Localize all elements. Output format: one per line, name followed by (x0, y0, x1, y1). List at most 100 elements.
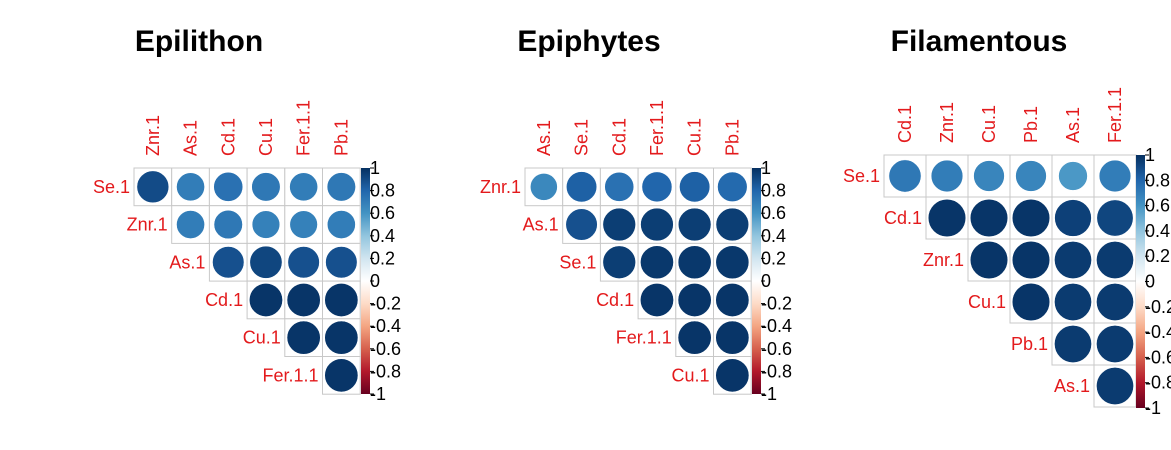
correlation-circle (326, 172, 356, 202)
column-label: Fer.1.1 (1105, 87, 1125, 143)
row-label: As.1 (523, 215, 559, 235)
correlation-circle (325, 246, 358, 279)
correlation-circle (640, 245, 674, 280)
colorbar-tick-label: -0.8 (1145, 373, 1171, 393)
colorbar (1136, 155, 1145, 408)
correlation-circle (1096, 283, 1134, 321)
column-label: Pb.1 (1021, 106, 1041, 143)
correlation-circle (251, 172, 281, 202)
correlation-circle (1054, 325, 1092, 363)
row-label: Fer.1.1 (616, 328, 672, 348)
column-label: Znr.1 (143, 115, 163, 156)
row-label: As.1 (169, 252, 205, 272)
correlation-circle (212, 246, 245, 279)
correlation-circle (973, 160, 1005, 192)
column-label: Cu.1 (256, 118, 276, 156)
correlation-circle (565, 208, 598, 241)
colorbar-tick-label: -0.2 (761, 294, 792, 314)
correlation-circle (324, 282, 359, 317)
colorbar-tick-label: -0.4 (761, 316, 792, 336)
correlation-circle (602, 245, 636, 279)
row-label: Cd.1 (205, 290, 243, 310)
colorbar-tick-label: 0.6 (370, 203, 395, 223)
correlation-circle (213, 209, 243, 240)
colorbar-tick-label: -1 (1145, 398, 1161, 418)
row-label: Znr.1 (480, 177, 521, 197)
correlation-circle (927, 198, 967, 238)
column-label: Cd.1 (895, 105, 915, 143)
row-label: Cd.1 (884, 208, 922, 228)
column-label: Fer.1.1 (647, 100, 667, 156)
correlation-circle (287, 246, 320, 279)
correlation-circle (176, 172, 205, 202)
correlation-circle (326, 210, 356, 239)
column-label: Cd.1 (218, 118, 238, 156)
correlation-circle (176, 210, 205, 239)
correlation-circle (1011, 282, 1051, 322)
correlation-circle (289, 172, 319, 202)
row-label: Se.1 (843, 166, 880, 186)
colorbar-tick-label: -0.2 (370, 294, 401, 314)
correlation-circle (715, 207, 750, 242)
column-label: Cu.1 (685, 118, 705, 156)
colorbar-tick-label: 0.6 (1145, 196, 1170, 216)
colorbar (361, 168, 370, 394)
column-label: Fer.1.1 (294, 100, 314, 156)
column-label: As.1 (534, 120, 554, 156)
colorbar-tick-label: -0.8 (761, 361, 792, 381)
row-label: Cu.1 (671, 365, 709, 385)
correlation-circle (677, 320, 712, 355)
row-label: Se.1 (93, 177, 130, 197)
column-label: Se.1 (572, 119, 592, 156)
colorbar-tick-label: 0.2 (1145, 246, 1170, 266)
colorbar-tick-label: 0 (1145, 272, 1155, 292)
colorbar-tick-label: 0.2 (761, 248, 786, 268)
row-label: Fer.1.1 (262, 365, 318, 385)
correlation-circle (1011, 198, 1051, 238)
colorbar-tick-label: -0.4 (1145, 322, 1171, 342)
correlation-circle (249, 245, 283, 279)
column-label: Cu.1 (979, 105, 999, 143)
correlation-circle (248, 282, 283, 317)
colorbar-tick-label: 0 (761, 271, 771, 291)
correlation-circle (715, 320, 750, 355)
colorbar-tick-label: 0.4 (370, 226, 395, 246)
colorbar-tick-label: 1 (761, 158, 771, 178)
correlation-circle (286, 282, 321, 317)
colorbar-tick-label: -1 (370, 384, 386, 404)
column-label: As.1 (181, 120, 201, 156)
correlation-circle (565, 171, 598, 203)
correlation-circle (136, 170, 170, 204)
correlation-circle (888, 159, 922, 193)
correlation-circle (1096, 241, 1134, 279)
colorbar-tick-label: -0.2 (1145, 297, 1171, 317)
correlation-circle (969, 240, 1009, 280)
colorbar-tick-label: -1 (761, 384, 777, 404)
colorbar-tick-label: 0.8 (761, 181, 786, 201)
correlation-circle (640, 207, 674, 242)
colorbar-tick-label: 0.4 (761, 226, 786, 246)
correlation-circle (1054, 241, 1092, 279)
correlation-circle (286, 320, 321, 355)
row-label: Znr.1 (923, 250, 964, 270)
correlation-circle (715, 282, 750, 317)
correlation-circle (213, 171, 244, 202)
colorbar-tick-label: -0.8 (370, 361, 401, 381)
row-label: Se.1 (559, 252, 596, 272)
correlation-circle (717, 171, 748, 203)
correlation-circle (1096, 325, 1134, 363)
colorbar (752, 168, 761, 394)
correlation-circle (1054, 199, 1092, 237)
correlation-circle (677, 207, 712, 242)
panel-title: Epiphytes (517, 25, 660, 58)
colorbar-tick-label: 0.8 (1145, 170, 1170, 190)
correlation-circle (641, 171, 673, 203)
correlation-circle (677, 245, 712, 280)
column-label: As.1 (1063, 107, 1083, 143)
correlation-circle (1058, 161, 1088, 191)
colorbar-tick-label: -0.4 (370, 316, 401, 336)
colorbar-tick-label: 0.6 (761, 203, 786, 223)
row-label: Cd.1 (596, 290, 634, 310)
